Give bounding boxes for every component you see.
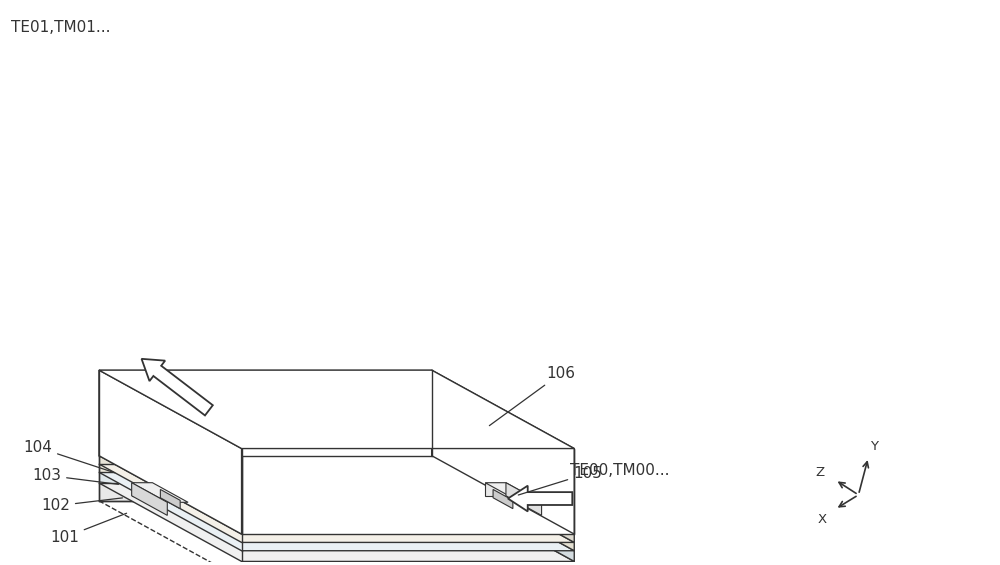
Text: 102: 102 [41, 498, 122, 514]
Text: TE00,TM00...: TE00,TM00... [570, 463, 669, 479]
Polygon shape [99, 472, 574, 551]
Polygon shape [132, 483, 167, 515]
Polygon shape [99, 456, 574, 534]
Polygon shape [160, 489, 180, 509]
Polygon shape [242, 449, 574, 534]
Text: TE01,TM01...: TE01,TM01... [11, 20, 110, 36]
Text: Y: Y [870, 440, 878, 453]
Polygon shape [99, 464, 574, 542]
Polygon shape [132, 483, 152, 496]
Polygon shape [99, 370, 432, 456]
Text: X: X [817, 513, 826, 526]
Polygon shape [432, 370, 574, 534]
Polygon shape [485, 483, 506, 496]
FancyArrow shape [508, 486, 572, 511]
Polygon shape [259, 460, 407, 529]
Text: 101: 101 [50, 513, 127, 545]
Polygon shape [432, 456, 574, 542]
Polygon shape [432, 483, 574, 565]
Polygon shape [99, 456, 432, 464]
Polygon shape [432, 472, 574, 562]
Text: 105: 105 [518, 466, 602, 495]
Polygon shape [432, 464, 574, 551]
Polygon shape [99, 483, 574, 562]
Text: Z: Z [815, 466, 824, 479]
Polygon shape [485, 483, 542, 502]
Polygon shape [99, 464, 432, 472]
Polygon shape [493, 489, 513, 509]
Text: 104: 104 [23, 440, 115, 473]
Polygon shape [99, 370, 574, 449]
Polygon shape [132, 483, 188, 502]
Text: 103: 103 [32, 468, 119, 484]
Polygon shape [99, 483, 432, 501]
Polygon shape [99, 370, 242, 534]
FancyArrow shape [142, 359, 213, 415]
Text: 106: 106 [489, 366, 576, 425]
Polygon shape [506, 483, 542, 515]
Polygon shape [99, 472, 432, 483]
